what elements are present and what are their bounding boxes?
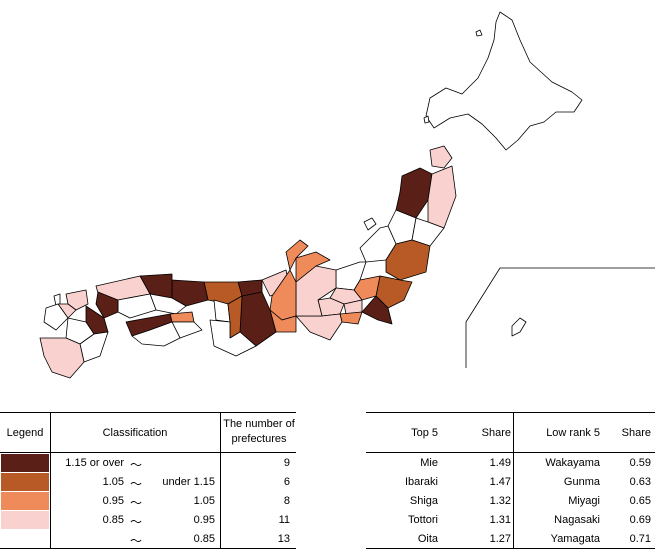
region-miyagi bbox=[411, 217, 445, 247]
class-range-tilde: ～ bbox=[130, 515, 143, 529]
low-share: 0.63 bbox=[629, 476, 651, 488]
region-fukuoka bbox=[65, 289, 89, 311]
region-akita bbox=[395, 167, 433, 219]
top-prefecture: Shiga bbox=[409, 495, 438, 507]
legend-swatch bbox=[1, 473, 49, 491]
class-count: 8 bbox=[283, 495, 290, 507]
class-lower-bound: 1.15 or over bbox=[65, 457, 124, 469]
region-nagano bbox=[295, 265, 337, 317]
low-share: 0.71 bbox=[629, 533, 651, 545]
legend-swatch bbox=[1, 530, 49, 548]
region-wakayama bbox=[209, 319, 257, 357]
top5-header: Top 5 bbox=[411, 427, 438, 439]
class-upper-bound: 0.85 bbox=[193, 533, 215, 545]
region-shizuoka bbox=[295, 313, 343, 341]
region-fukushima bbox=[385, 239, 431, 281]
top-share: 1.47 bbox=[489, 476, 511, 488]
class-range-tilde: ～ bbox=[130, 458, 143, 472]
top-prefecture: Mie bbox=[420, 457, 438, 469]
top-share: 1.31 bbox=[489, 514, 511, 526]
low5-header: Low rank 5 bbox=[546, 427, 600, 439]
class-count: 9 bbox=[283, 457, 290, 469]
okinawa-inset-frame bbox=[465, 267, 655, 368]
class-range-tilde: ～ bbox=[130, 496, 143, 510]
ranking-table: Top 5 Share Low rank 5 Share Mie 1.49 Wa… bbox=[366, 412, 655, 549]
count-header: The number of prefectures bbox=[223, 418, 295, 445]
low-prefecture: Miyagi bbox=[568, 495, 600, 507]
class-lower-bound: 1.05 bbox=[102, 476, 124, 488]
class-count: 11 bbox=[278, 514, 290, 526]
ranking-row: Tottori 1.31 Nagasaki 0.69 bbox=[366, 510, 655, 529]
top-prefecture: Oita bbox=[417, 533, 438, 545]
island-sado bbox=[363, 217, 377, 231]
class-range-tilde: ～ bbox=[130, 477, 143, 491]
region-ishikawa bbox=[285, 239, 309, 271]
region-yamaguchi bbox=[95, 291, 119, 319]
class-lower-bound: 0.95 bbox=[102, 495, 124, 507]
region-kanagawa bbox=[339, 311, 363, 325]
japan-prefecture-map bbox=[39, 11, 655, 379]
class-range-tilde: ～ bbox=[130, 534, 143, 548]
low-prefecture: Nagasaki bbox=[554, 514, 600, 526]
top-share-header: Share bbox=[481, 427, 511, 439]
region-aomori bbox=[429, 145, 453, 169]
region-nagasaki bbox=[43, 303, 69, 331]
top-prefecture: Tottori bbox=[408, 514, 438, 526]
top-share: 1.49 bbox=[489, 457, 511, 469]
ranking-row: Oita 1.27 Yamagata 0.71 bbox=[366, 529, 655, 548]
low-prefecture: Wakayama bbox=[545, 457, 600, 469]
ranking-row: Ibaraki 1.47 Gunma 0.63 bbox=[366, 472, 655, 491]
top-prefecture: Ibaraki bbox=[404, 476, 438, 488]
region-iwate bbox=[427, 165, 457, 229]
region-toyama bbox=[295, 251, 331, 283]
legend-row: 0.95 ～ 1.05 8 bbox=[0, 491, 296, 510]
legend-row: ～ 0.85 13 bbox=[0, 529, 296, 548]
classification-header: Classification bbox=[102, 427, 168, 439]
class-upper-bound: under 1.15 bbox=[162, 476, 215, 488]
ranking-row: Mie 1.49 Wakayama 0.59 bbox=[366, 453, 655, 472]
low-share: 0.69 bbox=[629, 514, 651, 526]
low-prefecture: Yamagata bbox=[550, 533, 600, 545]
low-share-header: Share bbox=[621, 427, 651, 439]
region-okinawa bbox=[511, 317, 527, 337]
island-okushiri bbox=[423, 115, 430, 124]
low-share: 0.65 bbox=[629, 495, 651, 507]
legend-swatch bbox=[1, 492, 49, 510]
top-share: 1.32 bbox=[489, 495, 511, 507]
region-kagawa bbox=[169, 311, 195, 323]
class-count: 6 bbox=[283, 476, 290, 488]
region-kochi bbox=[131, 321, 181, 347]
legend-header: Legend bbox=[6, 427, 44, 439]
class-upper-bound: 0.95 bbox=[193, 514, 215, 526]
legend-table: Legend Classification The number of pref… bbox=[0, 412, 296, 549]
low-prefecture: Gunma bbox=[563, 476, 600, 488]
class-upper-bound: 1.05 bbox=[193, 495, 215, 507]
ranking-row: Shiga 1.32 Miyagi 0.65 bbox=[366, 491, 655, 510]
low-share: 0.59 bbox=[629, 457, 651, 469]
legend-swatch bbox=[1, 454, 49, 472]
legend-row: 1.15 or over ～ 9 bbox=[0, 453, 296, 472]
island-rishiri bbox=[475, 29, 483, 37]
class-count: 13 bbox=[277, 533, 290, 545]
region-chiba bbox=[361, 295, 393, 325]
region-hokkaido bbox=[425, 11, 583, 151]
legend-swatch bbox=[1, 511, 49, 529]
region-kagoshima bbox=[39, 337, 85, 379]
legend-row: 1.05 ～ under 1.15 6 bbox=[0, 472, 296, 491]
legend-row: 0.85 ～ 0.95 11 bbox=[0, 510, 296, 529]
class-lower-bound: 0.85 bbox=[102, 514, 124, 526]
top-share: 1.27 bbox=[489, 533, 511, 545]
